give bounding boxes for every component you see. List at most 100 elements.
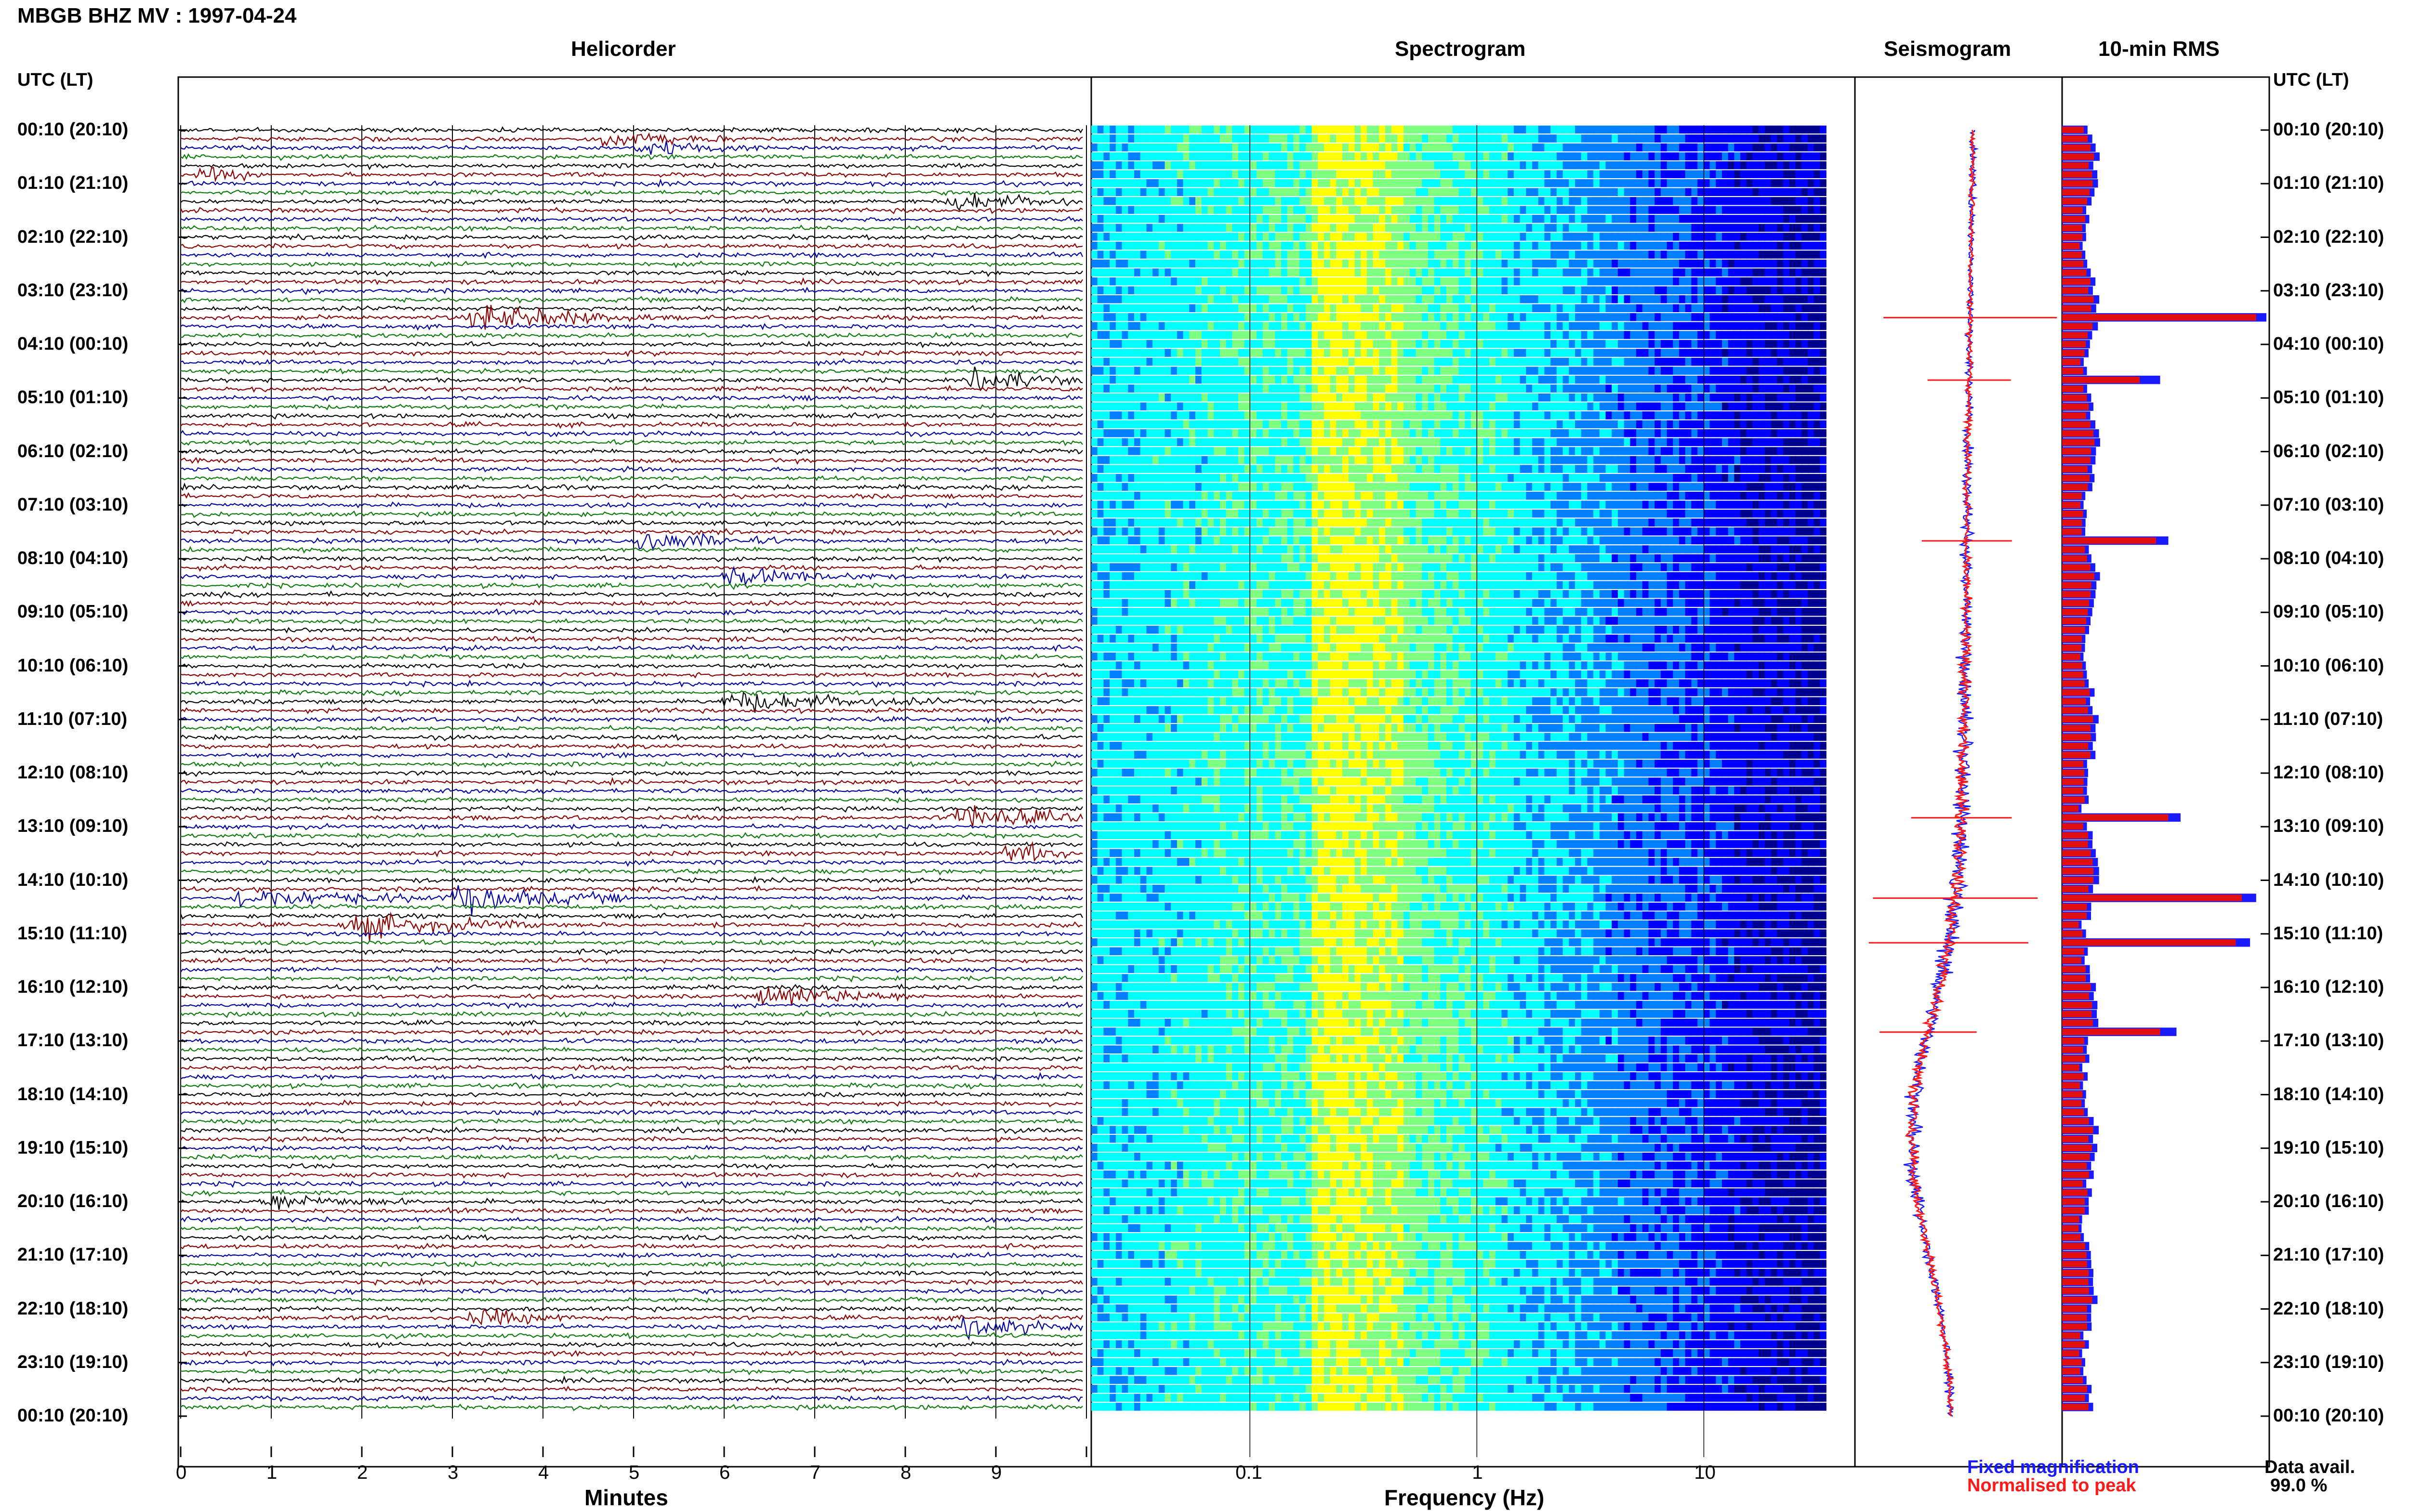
spectrogram-row [1091,438,1827,447]
rms-bar-normalised [2062,1332,2080,1339]
helicorder-trace [180,1225,1083,1232]
rms-bar-normalised [2062,537,2156,544]
spectrogram-row [1091,929,1827,937]
helicorder-trace [180,653,1083,660]
spectrogram-row [1091,608,1827,616]
rms-bar-normalised [2062,600,2089,606]
spectrogram-row [1091,1295,1827,1304]
rms-bar-normalised [2062,930,2083,937]
spectrogram-row [1091,143,1827,152]
spectrogram-row [1091,1037,1827,1045]
rms-bar-normalised [2062,1404,2089,1410]
spectrogram-row [1091,697,1827,705]
helicorder-trace [180,403,1083,411]
minute-tick-label: 6 [719,1462,730,1483]
rms-bar-normalised [2062,1261,2087,1267]
rms-bar-normalised [2062,1180,2083,1187]
rms-bar-normalised [2062,1064,2079,1071]
helicorder-trace [180,421,1083,429]
helicorder-trace [180,644,1083,652]
helicorder-trace [180,983,1083,992]
spectrogram-row [1091,473,1827,482]
rms-bar-normalised [2062,591,2091,598]
rms-bar-normalised [2062,1073,2084,1080]
time-label-left: 04:10 (00:10) [17,334,129,354]
helicorder-trace [180,1350,1083,1357]
helicorder-trace [180,510,1083,518]
spectrogram-row [1091,956,1827,964]
seismogram-fixed-trace [1903,130,1979,1417]
seismogram-title: Seismogram [1884,37,2012,61]
helicorder-trace [180,858,1083,867]
helicorder-trace [180,439,1083,447]
helicorder-trace [180,482,1083,491]
helicorder-trace [180,635,1083,643]
rms-bar-normalised [2062,501,2080,508]
rms-bar-normalised [2062,519,2082,526]
spectrogram-row [1091,1054,1827,1063]
helicorder-trace [180,269,1083,277]
helicorder-trace [180,760,1083,769]
rms-bar-normalised [2062,492,2082,500]
spectrogram-row [1091,394,1827,402]
spectrogram-row [1091,1170,1827,1179]
spectrogram-row [1091,179,1827,187]
helicorder-trace [180,1368,1083,1376]
rms-bar-normalised [2062,689,2090,696]
spectrogram-row [1091,831,1827,839]
rms-bar-normalised [2062,948,2084,955]
spectrogram-row [1091,1161,1827,1170]
left-axis-title: UTC (LT) [17,70,93,90]
spectrogram-row [1091,277,1827,286]
helicorder-trace [180,132,1083,147]
rms-bar-normalised [2062,546,2085,553]
spectrogram-row [1091,1340,1827,1348]
helicorder-trace [180,1091,1083,1098]
rms-bar-normalised [2062,1234,2081,1241]
rms-bar-normalised [2062,466,2088,473]
time-label-right: 00:10 (20:10) [2273,119,2384,140]
data-availability-value: 99.0 % [2270,1475,2328,1496]
time-label-right: 18:10 (14:10) [2273,1084,2384,1104]
helicorder-trace [180,368,1083,375]
rms-bar-normalised [2062,859,2093,866]
rms-title: 10-min RMS [2098,37,2220,61]
spectrogram-row [1091,420,1827,429]
helicorder-trace [181,903,1083,911]
rms-bar-normalised [2062,180,2093,187]
spectrogram-row [1091,1018,1827,1027]
spectrogram-row [1091,849,1827,857]
helicorder-trace [180,1308,1083,1326]
helicorder-trace [180,555,1083,563]
helicorder-trace [180,287,1083,295]
spectrogram-row [1091,876,1827,884]
rms-bar-normalised [2062,448,2091,455]
spectrogram-row [1091,161,1827,170]
helicorder-trace [180,166,1083,183]
minute-tick-label: 2 [357,1462,368,1483]
helicorder-trace [180,751,1083,759]
spectrogram-row [1091,974,1827,982]
helicorder-trace [180,1037,1083,1045]
spectrogram-row [1091,715,1827,723]
time-label-left: 12:10 (08:10) [17,763,129,783]
rms-bar-normalised [2062,832,2088,839]
time-label-left: 00:10 (20:10) [17,119,129,140]
helicorder-trace [180,296,1083,304]
right-axis-title: UTC (LT) [2273,70,2349,90]
spectrogram-row [1091,375,1827,384]
time-label-left: 01:10 (21:10) [17,173,129,194]
helicorder-trace [180,823,1083,831]
helicorder-trace [180,939,1083,947]
rms-bar-normalised [2062,314,2256,321]
time-label-right: 14:10 (10:10) [2273,869,2384,890]
helicorder-trace [180,626,1083,634]
rms-bar-normalised [2062,725,2091,732]
rms-bar-normalised [2062,921,2079,928]
rms-bar-normalised [2062,1127,2093,1133]
helicorder-trace [180,1332,1083,1340]
helicorder-panel [180,125,1087,1419]
spectrogram-row [1091,1403,1827,1411]
helicorder-trace [180,215,1083,223]
rms-bar-normalised [2062,1019,2093,1026]
